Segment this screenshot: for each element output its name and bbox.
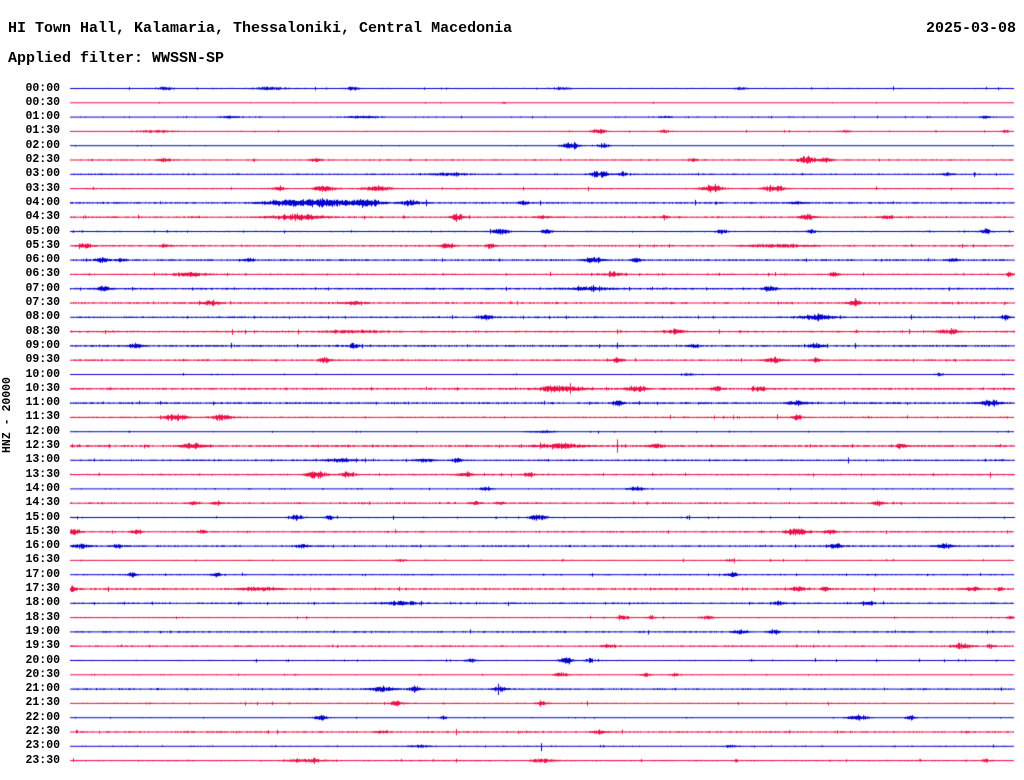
helicorder-page: HI Town Hall, Kalamaria, Thessaloniki, C… <box>0 0 1024 780</box>
seismogram-traces <box>0 0 1024 780</box>
